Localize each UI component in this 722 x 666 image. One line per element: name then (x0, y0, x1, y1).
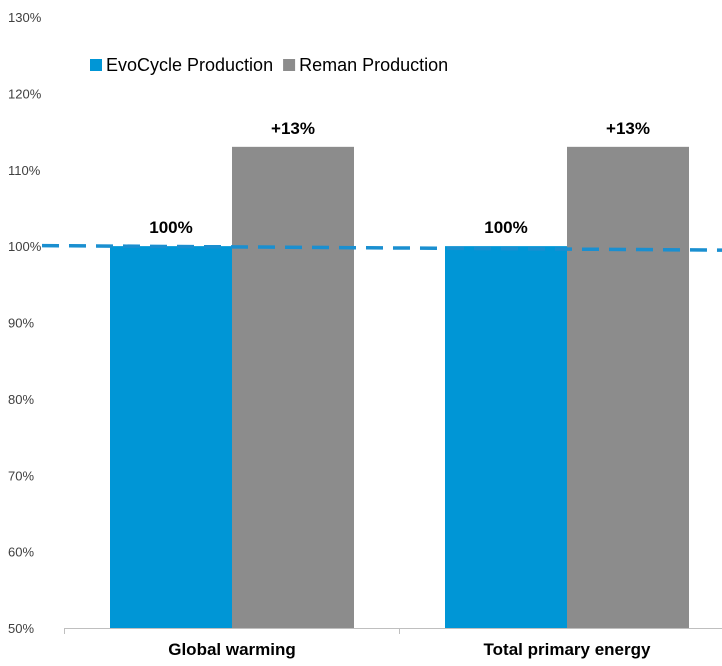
y-tick-label: 110% (8, 163, 41, 178)
bar-evocycle-total-primary-energy (445, 246, 567, 628)
reference-line (41, 243, 722, 252)
y-tick-label: 80% (8, 392, 34, 407)
bars (110, 146, 689, 628)
reference-line-group (41, 243, 722, 252)
legend-label: Reman Production (299, 55, 448, 75)
y-tick-label: 60% (8, 545, 34, 560)
legend-swatch (283, 59, 296, 71)
data-label: +13% (606, 119, 650, 138)
legend-label: EvoCycle Production (106, 55, 273, 75)
y-tick-label: 130% (8, 10, 42, 25)
y-tick-label: 50% (8, 621, 34, 636)
legend: EvoCycle Production Reman Production (90, 55, 448, 75)
data-label: 100% (484, 218, 527, 237)
bar-reman-global-warming (232, 146, 354, 628)
bar-evocycle-global-warming (110, 246, 232, 628)
legend-swatch (90, 59, 102, 71)
y-tick-label: 90% (8, 316, 34, 331)
y-tick-label: 70% (8, 468, 34, 483)
x-category-label: Total primary energy (484, 640, 651, 659)
bar-reman-total-primary-energy (567, 146, 689, 628)
y-axis-tick-labels: 50% 60% 70% 80% 90% 100% 110% 120% 130% (8, 10, 42, 636)
data-labels: 100% +13% 100% +13% (149, 119, 650, 237)
y-tick-label: 100% (8, 239, 42, 254)
x-category-label: Global warming (168, 640, 296, 659)
data-label: +13% (271, 119, 315, 138)
x-axis: Global warming Total primary energy (64, 628, 722, 659)
data-label: 100% (149, 218, 192, 237)
y-tick-label: 120% (8, 86, 42, 101)
